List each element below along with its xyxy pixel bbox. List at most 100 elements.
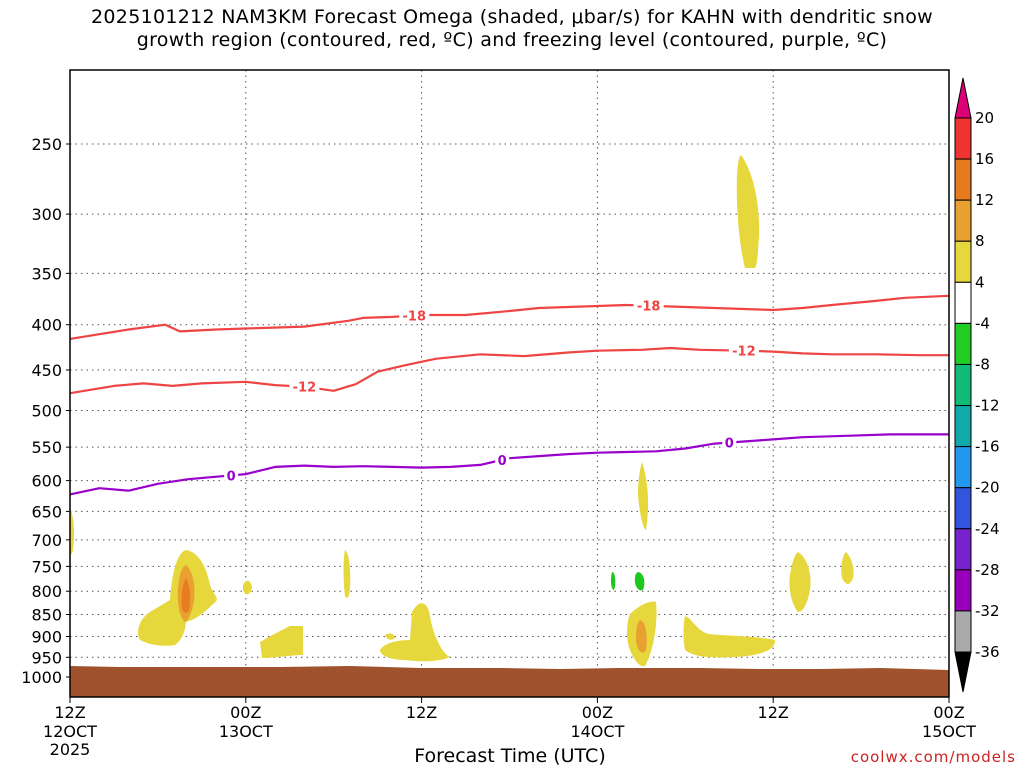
omega-shading (70, 155, 854, 667)
y-tick-label-750: 750 (31, 557, 62, 576)
colorbar-label-16: 16 (975, 150, 994, 168)
colorbar-label--36: -36 (975, 643, 1000, 661)
omega-region-49.2 (789, 552, 811, 612)
colorbar-box-16 (954, 158, 972, 201)
colorbar-box--4 (954, 322, 972, 365)
colorbar-label--24: -24 (975, 520, 1000, 538)
y-tick-label-850: 850 (31, 606, 62, 625)
y-tick-label-700: 700 (31, 531, 62, 550)
colorbar-label-8: 8 (975, 232, 985, 250)
y-tick-label-1000: 1000 (21, 668, 62, 687)
omega-region-46.8 (736, 155, 760, 268)
title-line-1: 2025101212 NAM3KM Forecast Omega (shaded… (91, 6, 933, 28)
contour-label-bg-0 (722, 435, 737, 450)
omega-region-7.9-inner (181, 578, 190, 613)
omega-region-35.5 (610, 572, 616, 590)
colorbar-cap-bottom (954, 651, 972, 693)
x-tick-label-60: 00Z (933, 703, 964, 722)
x-tick-label-0: 12Z (54, 703, 85, 722)
colorbar-label-20: 20 (975, 109, 994, 127)
colorbar-label-4: 4 (975, 273, 985, 291)
contour-label-bg--18 (633, 298, 664, 313)
colorbar-label--28: -28 (975, 561, 1000, 579)
x-tick-label-36: 00Z (582, 703, 613, 722)
y-tick-label-600: 600 (31, 472, 62, 491)
colorbar-box--20 (954, 487, 972, 530)
colorbar-box--24 (954, 528, 972, 571)
y-tick-label-250: 250 (31, 135, 62, 154)
contour-label-bg--12 (728, 343, 759, 358)
colorbar-box-8 (954, 240, 972, 283)
colorbar-label--8: -8 (975, 355, 990, 373)
x-tick-year-0: 2025 (50, 740, 91, 759)
contour-labels: -18 -18 -12 -12 0 0 0 (224, 298, 759, 484)
ground-terrain (70, 666, 949, 697)
colorbar: 20 16 12 8 4 -4 -8 -12 -16 -20 -24 -28 -32 -36 (954, 77, 1000, 693)
colorbar-label--32: -32 (975, 602, 1000, 620)
y-tick-label-950: 950 (31, 648, 62, 667)
contour-label-bg--12 (289, 379, 320, 394)
chart-title: 2025101212 NAM3KM Forecast Omega (shaded… (0, 6, 1024, 52)
y-tick-label-800: 800 (31, 582, 62, 601)
x-tick-date-12: 13OCT (219, 722, 273, 741)
colorbar-label--16: -16 (975, 438, 1000, 456)
omega-region-53.3 (841, 552, 854, 584)
omega-region-23.5 (380, 603, 450, 662)
colorbar-box-20 (954, 117, 972, 160)
contour-label-bg-0 (224, 468, 239, 483)
omega-region-43.5 (683, 616, 776, 658)
omega-region-12.1 (243, 580, 252, 595)
omega-region-38.7 (638, 462, 649, 530)
contour-label--12: -12 (732, 345, 756, 360)
contour-lines (69, 294, 950, 496)
y-tick-label-300: 300 (31, 205, 62, 224)
y-tick-label-350: 350 (31, 264, 62, 283)
colorbar-label-12: 12 (975, 191, 994, 209)
colorbar-label--12: -12 (975, 397, 1000, 415)
contour-label-bg-0 (495, 452, 510, 467)
colorbar-cap-top (954, 77, 972, 119)
contour-line-0 (69, 433, 949, 496)
plot-frame (69, 69, 950, 698)
contour-label--12: -12 (293, 381, 317, 396)
contour-line--12 (69, 346, 949, 395)
y-tick-label-500: 500 (31, 402, 62, 421)
contour-label-0: 0 (498, 454, 507, 469)
omega-region-38.3 (634, 572, 645, 591)
contour-line--18 (69, 294, 950, 340)
omega-region-7.9 (138, 550, 217, 646)
omega-region-15.5 (260, 626, 303, 658)
omega-region-19.3 (343, 550, 351, 598)
colorbar-label--20: -20 (975, 479, 1000, 497)
x-tick-label-12: 00Z (230, 703, 261, 722)
colorbar-box--12 (954, 405, 972, 448)
omega-region-0.1 (70, 508, 74, 555)
title-line-2: growth region (contoured, red, ºC) and f… (136, 29, 888, 51)
x-tick-date-60: 15OCT (922, 722, 976, 741)
y-axis-ticks: 250 300 350 400 450 500 550 600 650 700 750 800 850 9… (21, 135, 70, 687)
colorbar-box--32 (954, 610, 972, 653)
contour-label--18: -18 (403, 309, 427, 324)
contour-label-bg--18 (399, 308, 430, 323)
colorbar-box-4 (954, 281, 972, 324)
contour-label--18: -18 (637, 300, 661, 315)
omega-region-24.5 (385, 633, 395, 640)
y-tick-label-450: 450 (31, 361, 62, 380)
colorbar-label--4: -4 (975, 314, 990, 332)
y-tick-label-400: 400 (31, 316, 62, 335)
x-tick-label-48: 12Z (758, 703, 789, 722)
omega-region-38.7-core (636, 620, 647, 653)
contour-label-0: 0 (725, 437, 734, 452)
x-tick-label-24: 12Z (406, 703, 437, 722)
colorbar-box--28 (954, 569, 972, 612)
y-tick-label-900: 900 (31, 627, 62, 646)
x-tick-date-0: 12OCT (43, 722, 97, 741)
colorbar-box-12 (954, 199, 972, 242)
colorbar-box--8 (954, 363, 972, 407)
y-tick-label-650: 650 (31, 502, 62, 521)
site-credit: coolwx.com/models (850, 748, 1016, 766)
y-tick-label-550: 550 (31, 438, 62, 457)
x-tick-date-36: 14OCT (570, 722, 624, 741)
